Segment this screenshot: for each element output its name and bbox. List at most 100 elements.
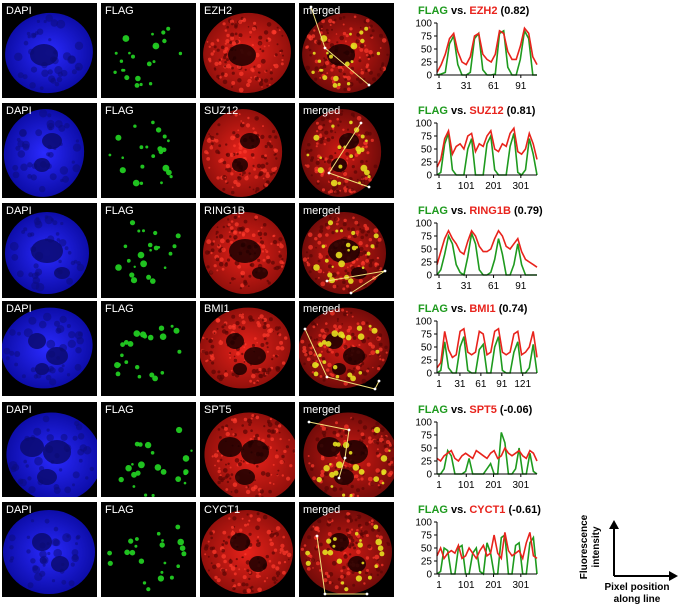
y-tick-label: 75 — [421, 330, 433, 341]
x-tick-label: 1 — [436, 379, 442, 390]
profile-chart-title: FLAG vs. BMI1 (0.74) — [418, 303, 527, 315]
intensity-profile-chart: 0 25 50 75 100 1 31 61 91 121 — [415, 317, 538, 390]
flag-image-panel: FLAG — [101, 203, 196, 298]
y-tick-label: 100 — [415, 418, 432, 429]
y-tick-label: 25 — [421, 457, 433, 468]
profile-chart-title: FLAG vs. SUZ12 (0.81) — [418, 105, 535, 117]
title-flag: FLAG — [418, 205, 448, 217]
y-tick-label: 50 — [421, 343, 433, 354]
dapi-image-panel: DAPI — [2, 203, 97, 298]
flag-image-panel: FLAG — [101, 402, 196, 497]
x-tick-label: 91 — [515, 81, 527, 92]
merged-image-panel: merged — [299, 103, 394, 198]
profile-chart-title: FLAG vs. CYCT1 (-0.61) — [418, 504, 541, 516]
marker-panel-label: BMI1 — [204, 303, 230, 315]
marker-image-panel: EZH2 — [200, 3, 295, 98]
y-tick-label: 50 — [421, 544, 433, 555]
merged-image-panel: merged — [299, 3, 394, 98]
dapi-panel-label: DAPI — [6, 5, 32, 17]
merged-panel-label: merged — [303, 504, 341, 516]
title-marker: SUZ12 — [469, 105, 504, 117]
title-corr: (0.81) — [503, 105, 536, 117]
marker-series-line — [436, 446, 538, 463]
intensity-profile-chart: 0 25 50 75 100 1 31 61 91 — [415, 219, 538, 292]
flag-panel-label: FLAG — [105, 504, 134, 516]
x-tick-label: 1 — [436, 181, 442, 192]
merged-panel-label: merged — [303, 205, 341, 217]
title-flag: FLAG — [418, 5, 448, 17]
y-tick-label: 0 — [426, 369, 432, 380]
y-tick-label: 75 — [421, 232, 433, 243]
title-flag: FLAG — [418, 504, 448, 516]
flag-series-line — [437, 432, 538, 475]
x-tick-label: 31 — [461, 81, 473, 92]
x-tick-label: 121 — [514, 379, 531, 390]
y-tick-label: 25 — [421, 557, 433, 568]
x-tick-label: 201 — [485, 181, 502, 192]
title-vs: vs. — [447, 5, 470, 17]
x-tick-label: 301 — [512, 181, 529, 192]
title-vs: vs. — [447, 504, 470, 516]
y-tick-label: 0 — [426, 171, 432, 182]
dapi-image-panel: DAPI — [2, 502, 97, 597]
merged-panel-label: merged — [303, 105, 341, 117]
title-marker: SPT5 — [469, 404, 497, 416]
dapi-panel-label: DAPI — [6, 105, 32, 117]
flag-image-panel: FLAG — [101, 502, 196, 597]
merged-image-panel: merged — [299, 402, 394, 497]
title-corr: (0.74) — [495, 303, 528, 315]
intensity-profile-chart: 0 25 50 75 100 1 101 201 301 — [415, 518, 538, 591]
marker-series-line — [436, 327, 538, 369]
dapi-panel-label: DAPI — [6, 303, 32, 315]
title-vs: vs. — [447, 205, 470, 217]
dapi-panel-label: DAPI — [6, 205, 32, 217]
title-marker: EZH2 — [469, 5, 498, 17]
y-tick-label: 100 — [415, 518, 432, 529]
y-tick-label: 100 — [415, 119, 432, 130]
merged-image-panel: merged — [299, 502, 394, 597]
x-tick-label: 201 — [485, 480, 502, 491]
y-tick-label: 75 — [421, 32, 433, 43]
y-tick-label: 75 — [421, 431, 433, 442]
y-tick-label: 50 — [421, 145, 433, 156]
flag-panel-label: FLAG — [105, 303, 134, 315]
x-tick-label: 1 — [436, 580, 442, 591]
y-tick-label: 75 — [421, 132, 433, 143]
title-marker: BMI1 — [469, 303, 496, 315]
marker-panel-label: EZH2 — [204, 5, 233, 17]
title-marker: CYCT1 — [469, 504, 506, 516]
profile-chart-title: FLAG vs. EZH2 (0.82) — [418, 5, 529, 17]
profile-chart-title: FLAG vs. SPT5 (-0.06) — [418, 404, 532, 416]
merged-image-panel: merged — [299, 203, 394, 298]
marker-series-line — [436, 228, 538, 268]
title-vs: vs. — [447, 105, 470, 117]
y-tick-label: 100 — [415, 317, 432, 328]
x-tick-label: 101 — [458, 580, 475, 591]
y-tick-label: 100 — [415, 219, 432, 230]
title-corr: (0.82) — [497, 5, 530, 17]
x-tick-label: 61 — [488, 281, 500, 292]
legend-x-label-line2: along line — [613, 594, 661, 605]
y-tick-label: 75 — [421, 531, 433, 542]
x-tick-label: 1 — [436, 81, 442, 92]
marker-series-line — [436, 532, 538, 561]
marker-image-panel: BMI1 — [200, 301, 295, 396]
marker-panel-label: RING1B — [204, 205, 245, 217]
legend-arrows — [609, 520, 678, 581]
dapi-image-panel: DAPI — [2, 301, 97, 396]
x-tick-label: 301 — [512, 480, 529, 491]
merged-panel-label: merged — [303, 404, 341, 416]
marker-series-line — [436, 26, 538, 73]
flag-panel-label: FLAG — [105, 5, 134, 17]
flag-image-panel: FLAG — [101, 301, 196, 396]
marker-panel-label: SUZ12 — [204, 105, 239, 117]
x-tick-label: 201 — [485, 580, 502, 591]
y-tick-label: 50 — [421, 444, 433, 455]
x-tick-label: 31 — [461, 281, 473, 292]
flag-image-panel: FLAG — [101, 103, 196, 198]
y-tick-label: 50 — [421, 45, 433, 56]
y-tick-label: 100 — [415, 19, 432, 30]
y-tick-label: 25 — [421, 158, 433, 169]
dapi-image-panel: DAPI — [2, 3, 97, 98]
legend-y-label-line2: intensity — [591, 526, 602, 568]
